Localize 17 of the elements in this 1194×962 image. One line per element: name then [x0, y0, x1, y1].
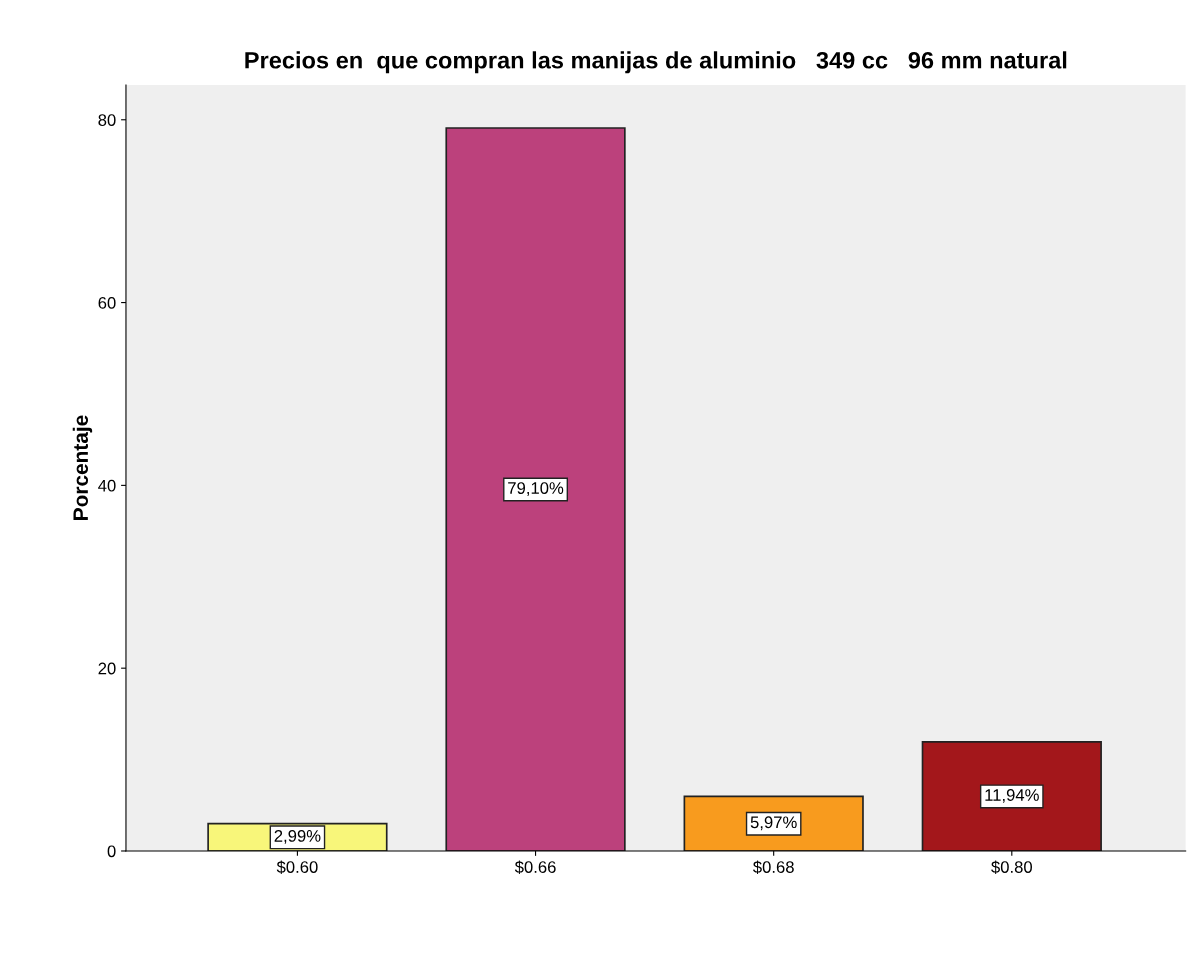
x-tick-label: $0.60: [276, 860, 318, 874]
y-tick-label: 80: [98, 114, 116, 126]
y-tick-label: 40: [98, 479, 116, 492]
bar: [921, 741, 1102, 851]
data-label: 5,97%: [750, 816, 797, 831]
data-label: 79,10%: [508, 482, 564, 496]
x-tick-label: $0.68: [753, 860, 794, 874]
bar: [445, 127, 626, 851]
y-axis-title: Porcentaje: [72, 415, 93, 520]
y-tick-label: 0: [107, 845, 116, 858]
x-tick-label: $0.66: [514, 860, 556, 874]
x-tick-label: $0.80: [991, 860, 1033, 874]
y-tick-label: 60: [98, 296, 116, 309]
y-tick-label: 20: [98, 662, 116, 675]
data-label: 11,94%: [985, 789, 1039, 803]
data-label: 2,99%: [274, 829, 321, 844]
chart-title: Precios en que compran las manijas de aluminio 349 cc 96 mm natural: [245, 51, 1067, 74]
